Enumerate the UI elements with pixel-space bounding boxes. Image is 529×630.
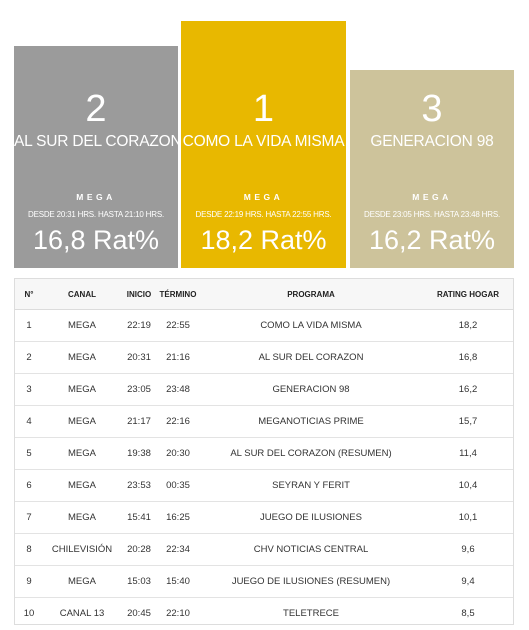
cell-start: 15:41	[121, 501, 157, 534]
cell-channel: MEGA	[43, 373, 121, 406]
cell-number: 9	[15, 565, 43, 598]
table-row: 10 CANAL 13 20:45 22:10 TELETRECE 8,5	[15, 598, 513, 630]
cell-number: 3	[15, 373, 43, 406]
podium-channel: MEGA	[243, 192, 284, 202]
table-row: 5 MEGA 19:38 20:30 AL SUR DEL CORAZON (RESUM…	[15, 437, 513, 470]
ratings-table: N° CANAL INICIO TÉRMINO PROGRAMA RATING …	[15, 279, 513, 629]
header-channel: CANAL	[43, 279, 121, 310]
podium-channel: MEGA	[412, 192, 452, 202]
cell-start: 21:17	[121, 405, 157, 438]
cell-start: 20:28	[121, 533, 157, 566]
podium-program-name: GENERACION 98	[370, 133, 494, 150]
table-row: 1 MEGA 22:19 22:55 COMO LA VIDA MISMA 18,2	[15, 309, 513, 342]
cell-number: 4	[15, 405, 43, 438]
cell-end: 22:34	[157, 533, 199, 566]
cell-rating: 15,7	[423, 405, 513, 438]
table-row: 9 MEGA 15:03 15:40 JUEGO DE ILUSIONES (RESUM…	[15, 565, 513, 598]
podium-rating: 16,8 Rat%	[32, 225, 160, 255]
cell-end: 22:16	[157, 405, 199, 438]
cell-end: 15:40	[157, 565, 199, 598]
header-end: TÉRMINO	[157, 279, 199, 310]
cell-program: JUEGO DE ILUSIONES	[199, 501, 423, 534]
cell-start: 20:45	[127, 608, 151, 619]
cell-rating: 11,4	[423, 437, 513, 470]
header-start: INICIO	[121, 279, 157, 310]
cell-number: 2	[15, 341, 43, 374]
cell-start: 23:05	[121, 373, 157, 406]
cell-program: MEGANOTICIAS PRIME	[199, 405, 423, 438]
header-number: N°	[15, 279, 43, 310]
cell-end: 23:48	[157, 373, 199, 406]
header-rating: RATING HOGAR	[423, 279, 513, 310]
cell-rating: 8,5	[461, 608, 475, 619]
table-header-row: N° CANAL INICIO TÉRMINO PROGRAMA RATING …	[15, 279, 513, 310]
cell-number: 6	[15, 469, 43, 502]
cell-channel: MEGA	[43, 405, 121, 438]
cell-channel: CANAL 13	[59, 608, 105, 619]
cell-start: 22:19	[121, 309, 157, 342]
podium-second-place: 2 AL SUR DEL CORAZON MEGA DESDE 20:31 HR…	[14, 46, 182, 268]
podium-program-name: AL SUR DEL CORAZON	[14, 133, 182, 150]
table-row: 2 MEGA 20:31 21:16 AL SUR DEL CORAZON 16,8	[15, 341, 513, 374]
cell-channel: MEGA	[43, 341, 121, 374]
podium-rating: 18,2 Rat%	[200, 225, 327, 255]
cell-rating: 9,6	[423, 533, 513, 566]
podium-schedule: DESDE 23:05 HRS. HASTA 23:48 HRS.	[364, 210, 500, 219]
ratings-table-container: N° CANAL INICIO TÉRMINO PROGRAMA RATING …	[14, 278, 514, 625]
cell-program: CHV NOTICIAS CENTRAL	[199, 533, 423, 566]
podium-schedule: DESDE 22:19 HRS. HASTA 22:55 HRS.	[195, 210, 332, 219]
cell-end: 22:10	[166, 608, 190, 619]
cell-channel: CHILEVISIÓN	[43, 533, 121, 566]
cell-start: 15:03	[121, 565, 157, 598]
cell-rating: 9,4	[423, 565, 513, 598]
table-row: 7 MEGA 15:41 16:25 JUEGO DE ILUSIONES 10,1	[15, 501, 513, 534]
cell-channel: MEGA	[43, 565, 121, 598]
cell-end: 22:55	[157, 309, 199, 342]
podium-rank: 2	[85, 88, 107, 130]
cell-end: 16:25	[157, 501, 199, 534]
cell-program: JUEGO DE ILUSIONES (RESUMEN)	[199, 565, 423, 598]
cell-program: TELETRECE	[283, 608, 339, 619]
cell-program: SEYRAN Y FERIT	[199, 469, 423, 502]
cell-start: 19:38	[121, 437, 157, 470]
cell-rating: 18,2	[423, 309, 513, 342]
cell-end: 21:16	[157, 341, 199, 374]
cell-program: COMO LA VIDA MISMA	[199, 309, 423, 342]
cell-number: 10	[23, 608, 35, 619]
cell-start: 23:53	[121, 469, 157, 502]
podium-channel: MEGA	[76, 192, 116, 202]
podium-rating: 16,2 Rat%	[368, 225, 496, 255]
table-row: 4 MEGA 21:17 22:16 MEGANOTICIAS PRIME 15,7	[15, 405, 513, 438]
cell-channel: MEGA	[43, 309, 121, 342]
cell-channel: MEGA	[43, 437, 121, 470]
cell-end: 20:30	[157, 437, 199, 470]
podium-rank: 3	[421, 88, 443, 130]
cell-start: 20:31	[121, 341, 157, 374]
cell-program: AL SUR DEL CORAZON	[199, 341, 423, 374]
cell-rating: 16,8	[423, 341, 513, 374]
podium-first-place: 1 COMO LA VIDA MISMA MEGA DESDE 22:19 HR…	[181, 21, 346, 268]
table-row: 3 MEGA 23:05 23:48 GENERACION 98 16,2	[15, 373, 513, 406]
cell-end: 00:35	[157, 469, 199, 502]
podium-program-name: COMO LA VIDA MISMA	[182, 133, 345, 150]
podium-third-place: 3 GENERACION 98 MEGA DESDE 23:05 HRS. HA…	[350, 70, 514, 268]
podium-schedule: DESDE 20:31 HRS. HASTA 21:10 HRS.	[28, 210, 164, 219]
cell-number: 7	[15, 501, 43, 534]
cell-rating: 10,1	[423, 501, 513, 534]
podium-rank: 1	[252, 88, 275, 130]
table-row: 6 MEGA 23:53 00:35 SEYRAN Y FERIT 10,4	[15, 469, 513, 502]
cell-program: GENERACION 98	[199, 373, 423, 406]
cell-rating: 10,4	[423, 469, 513, 502]
header-program: PROGRAMA	[199, 279, 423, 310]
cell-rating: 16,2	[423, 373, 513, 406]
cell-number: 1	[15, 309, 43, 342]
cell-number: 5	[15, 437, 43, 470]
cell-program: AL SUR DEL CORAZON (RESUMEN)	[199, 437, 423, 470]
cell-channel: MEGA	[43, 501, 121, 534]
cell-channel: MEGA	[43, 469, 121, 502]
cell-number: 8	[15, 533, 43, 566]
table-row: 8 CHILEVISIÓN 20:28 22:34 CHV NOTICIAS CENTR…	[15, 533, 513, 566]
